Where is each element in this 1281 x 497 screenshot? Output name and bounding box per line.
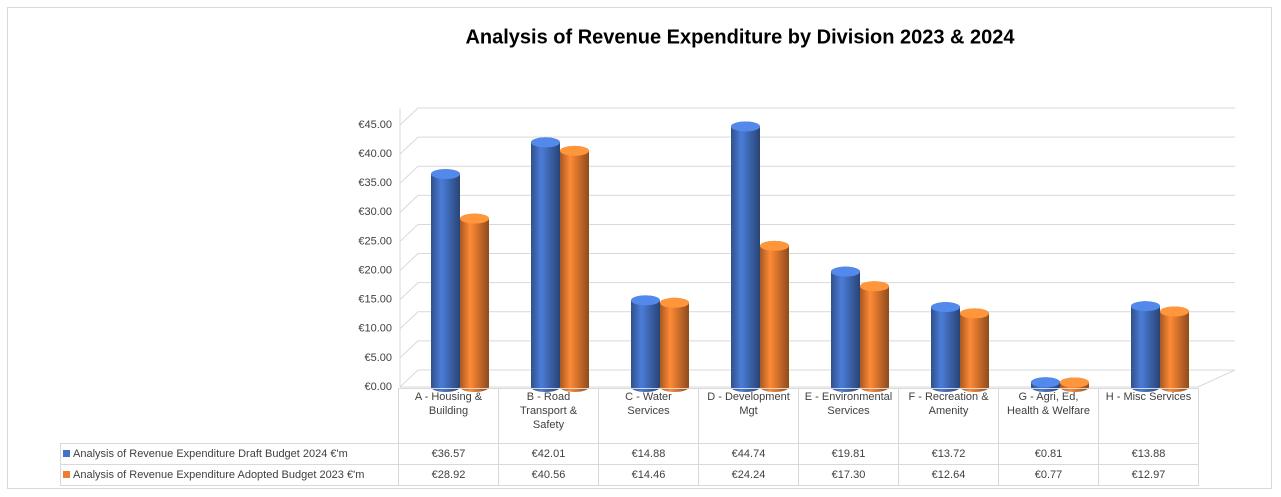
bar-top — [731, 121, 760, 132]
bar-top — [660, 297, 689, 308]
grid-line — [399, 253, 1235, 271]
legend-label: Analysis of Revenue Expenditure Draft Bu… — [73, 448, 348, 460]
bar — [1131, 301, 1160, 392]
legend-swatch — [63, 471, 70, 478]
y-tick-label: €20.00 — [358, 264, 392, 276]
x-tick-label: A - Housing & Building — [398, 388, 499, 444]
x-tick-label: D - Development Mgt — [698, 388, 799, 444]
legend-entry: Analysis of Revenue Expenditure Adopted … — [60, 464, 399, 486]
grid-line — [399, 194, 1235, 213]
x-tick-label: B - Road Transport & Safety — [498, 388, 599, 444]
bar — [1160, 306, 1189, 392]
table-value: €13.72 — [898, 443, 999, 465]
legend-swatch — [63, 450, 70, 457]
table-value: €0.81 — [998, 443, 1099, 465]
y-tick-label: €45.00 — [358, 119, 392, 131]
y-tick-label: €40.00 — [358, 148, 392, 160]
grid-line — [399, 369, 1235, 388]
table-value: €19.81 — [798, 443, 899, 465]
floor — [400, 369, 1236, 388]
bar — [631, 295, 660, 392]
table-value: €44.74 — [698, 443, 799, 465]
y-tick-label: €10.00 — [358, 323, 392, 335]
bar — [731, 121, 760, 392]
bar-top — [1160, 306, 1189, 317]
bar-top — [1131, 301, 1160, 312]
table-value: €40.56 — [498, 464, 599, 486]
bar — [431, 169, 460, 392]
x-tick-label: F - Recreation & Amenity — [898, 388, 999, 444]
chart-frame — [7, 7, 1272, 489]
grid-line — [399, 282, 1235, 301]
table-value: €14.88 — [598, 443, 699, 465]
bar — [660, 297, 689, 392]
bar — [531, 137, 560, 392]
bar-top — [960, 308, 989, 319]
grid-line — [399, 165, 1235, 184]
table-row: Analysis of Revenue Expenditure Adopted … — [60, 464, 1199, 486]
bar — [760, 240, 789, 392]
grid-line — [399, 340, 1235, 359]
table-header-row: A - Housing & Building B - Road Transport… — [60, 388, 1199, 444]
table-value: €42.01 — [498, 443, 599, 465]
table-value: €24.24 — [698, 464, 799, 486]
x-tick-label: C - Water Services — [598, 388, 699, 444]
x-tick-label: E - Environmental Services — [798, 388, 899, 444]
x-tick-label: H - Misc Services — [1098, 388, 1199, 444]
chart-title: Analysis of Revenue Expenditure by Divis… — [465, 26, 1015, 48]
data-table: A - Housing & Building B - Road Transport… — [60, 388, 1199, 486]
legend-entry: Analysis of Revenue Expenditure Draft Bu… — [60, 443, 399, 465]
grid-line — [399, 136, 1235, 155]
table-value: €12.97 — [1098, 464, 1199, 486]
bar — [960, 308, 989, 392]
x-tick-label: G - Agri, Ed, Health & Welfare — [998, 388, 1099, 444]
bar-top — [431, 169, 460, 180]
bar-top — [860, 281, 889, 292]
bar-top — [460, 213, 489, 224]
table-value: €13.88 — [1098, 443, 1199, 465]
y-tick-label: €30.00 — [358, 206, 392, 218]
bar — [930, 302, 960, 392]
grid-line — [399, 107, 1235, 126]
table-value: €14.46 — [598, 464, 699, 486]
y-tick-label: €15.00 — [358, 294, 392, 306]
grid-line — [399, 311, 1235, 330]
bar-top — [831, 266, 860, 277]
table-value: €17.30 — [798, 464, 899, 486]
bar — [831, 266, 860, 392]
bar-top — [760, 240, 789, 251]
bar-top — [931, 302, 960, 313]
table-value: €28.92 — [398, 464, 499, 486]
table-value: €36.57 — [398, 443, 499, 465]
y-tick-label: €5.00 — [364, 352, 392, 364]
bar — [460, 213, 489, 392]
table-value: €12.64 — [898, 464, 999, 486]
table-value: €0.77 — [998, 464, 1099, 486]
bar — [560, 145, 589, 392]
grid-line — [399, 223, 1235, 242]
table-row: Analysis of Revenue Expenditure Draft Bu… — [60, 443, 1199, 465]
table-corner — [60, 388, 399, 444]
bar-top — [560, 145, 589, 156]
bar-top — [531, 137, 560, 148]
bar-top — [1031, 377, 1060, 388]
bar-top — [631, 295, 660, 306]
y-tick-label: €35.00 — [358, 177, 392, 189]
y-tick-label: €25.00 — [358, 235, 392, 247]
bar-top — [1060, 377, 1089, 388]
legend-label: Analysis of Revenue Expenditure Adopted … — [73, 469, 365, 481]
bar — [860, 281, 889, 392]
